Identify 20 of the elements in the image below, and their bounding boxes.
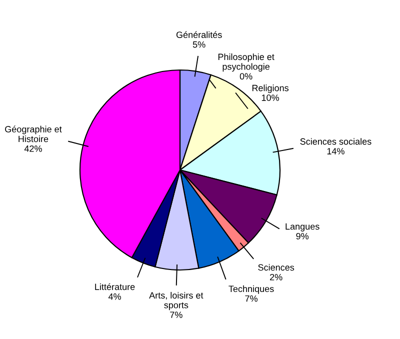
data-label: 2% <box>270 274 282 280</box>
slice-label: Sciences <box>258 264 294 271</box>
slice-label: Littérature <box>95 283 135 290</box>
slice-label: Généralités <box>176 31 222 38</box>
slice-label: Arts, loisirs et sports <box>149 292 204 310</box>
text: 0% <box>240 73 252 80</box>
data-label: 7% <box>170 312 182 318</box>
data-label: 14% <box>327 148 344 154</box>
category-label: Philosophie et psychologie <box>218 53 274 72</box>
slice-label: Techniques <box>228 285 274 294</box>
slice-label: Sciences sociales <box>300 138 372 145</box>
data-label: 42% <box>24 145 42 152</box>
data-label: 5% <box>192 41 206 48</box>
data-label: 9% <box>296 232 309 240</box>
slice-label: Religions <box>252 84 289 93</box>
slice-label: Langues <box>286 223 320 232</box>
data-label: 7% <box>245 295 258 302</box>
data-label: 10% <box>262 94 279 101</box>
slice-label: Géographie et Histoire <box>5 126 62 142</box>
data-label: 4% <box>108 293 121 300</box>
